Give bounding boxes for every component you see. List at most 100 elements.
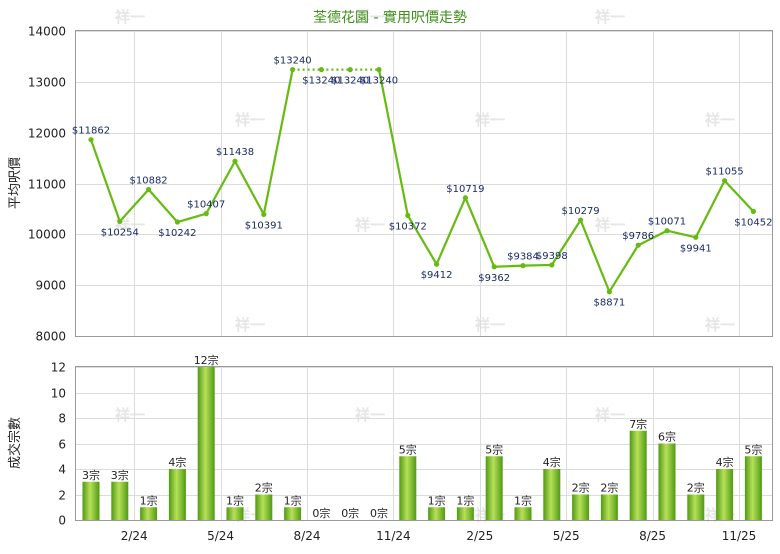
count-bars <box>82 367 762 521</box>
watermark-text: 祥一 <box>475 111 505 129</box>
count-bar[interactable] <box>168 469 186 520</box>
count-bar[interactable] <box>514 507 532 520</box>
count-data-label: 1宗 <box>456 493 474 507</box>
price-data-label: $13240 <box>302 76 340 87</box>
count-data-label: 1宗 <box>428 493 446 507</box>
price-points <box>88 67 757 295</box>
price-line-segment <box>177 212 207 224</box>
price-line-segment <box>435 197 467 265</box>
price-point[interactable] <box>664 228 670 234</box>
count-bar[interactable] <box>456 507 474 520</box>
price-line-segment <box>234 160 265 215</box>
price-point[interactable] <box>606 289 613 295</box>
count-bar[interactable] <box>399 456 417 520</box>
count-bar[interactable] <box>284 507 302 520</box>
count-y-tick-label: 8 <box>58 412 66 426</box>
price-point[interactable] <box>318 67 324 73</box>
count-data-label: 4宗 <box>716 455 734 469</box>
count-data-labels: 3宗 3宗 1宗 4宗 12宗 1宗 2宗 1宗 0宗 0宗 0宗 5宗 1宗 1宗 5宗 1宗 4宗 2宗 2宗 7… <box>82 353 762 520</box>
price-line-segment <box>494 264 524 268</box>
price-data-label: $13240 <box>360 76 398 87</box>
count-y-tick-label: 2 <box>58 489 66 503</box>
price-data-label: $10407 <box>187 200 225 211</box>
count-bar[interactable] <box>744 456 762 520</box>
count-bar[interactable] <box>687 494 705 521</box>
count-bar[interactable] <box>428 507 446 520</box>
count-y-tick-label: 0 <box>58 514 66 528</box>
count-bar[interactable] <box>658 443 676 521</box>
count-bar[interactable] <box>82 481 100 520</box>
count-data-label: 0宗 <box>341 506 359 520</box>
price-point[interactable] <box>174 219 180 225</box>
price-y-tick-label: 9000 <box>35 279 66 293</box>
price-point[interactable] <box>722 178 728 184</box>
count-x-tick-label: 2/25 <box>466 529 493 543</box>
price-data-label: $10071 <box>648 217 686 228</box>
count-bar[interactable] <box>629 430 647 520</box>
count-x-ticks: 2/24 5/24 8/24 11/24 2/25 5/25 8/25 11/25 <box>121 529 757 543</box>
price-point[interactable] <box>549 262 555 268</box>
price-data-label: $9941 <box>680 243 712 254</box>
price-point[interactable] <box>520 263 526 269</box>
count-data-label: 7宗 <box>629 417 647 431</box>
count-data-label: 1宗 <box>514 493 532 507</box>
count-bar[interactable] <box>255 494 273 521</box>
count-data-label: 1宗 <box>226 493 244 507</box>
price-point[interactable] <box>261 211 267 218</box>
count-y-tick-label: 6 <box>58 438 66 452</box>
count-bar[interactable] <box>226 507 244 520</box>
price-line-segment <box>377 69 409 216</box>
price-point[interactable] <box>578 217 584 223</box>
count-bar[interactable] <box>485 456 503 520</box>
count-bar[interactable] <box>572 494 590 521</box>
price-point[interactable] <box>491 264 497 270</box>
price-point[interactable] <box>290 67 296 73</box>
watermark-layer: 祥一祥一祥一祥一祥一祥一祥一祥一祥一祥一祥一祥一祥一祥一祥一祥一祥一祥一 <box>115 8 735 524</box>
price-data-label: $9362 <box>478 273 510 284</box>
count-bar[interactable] <box>716 469 734 520</box>
watermark-text: 祥一 <box>595 8 625 26</box>
price-y-tick-label: 14000 <box>28 25 66 39</box>
price-point[interactable] <box>462 195 468 201</box>
count-bar[interactable] <box>111 481 129 520</box>
watermark-text: 祥一 <box>115 8 145 26</box>
count-bar[interactable] <box>140 507 158 520</box>
price-point[interactable] <box>203 211 209 217</box>
price-data-label: $13240 <box>274 56 312 67</box>
count-y-axis-title: 成交宗數 <box>7 417 23 469</box>
price-point[interactable] <box>117 218 123 225</box>
watermark-text: 祥一 <box>355 8 385 26</box>
price-point[interactable] <box>146 186 152 193</box>
count-x-tick-label: 8/25 <box>639 529 666 543</box>
count-data-label: 2宗 <box>600 481 618 495</box>
price-point[interactable] <box>434 261 440 267</box>
price-line-segment <box>522 263 552 267</box>
price-point[interactable] <box>347 67 353 73</box>
price-data-labels: $11862 $10254 $10882 $10242 $10407 $11438 $103… <box>72 56 773 309</box>
price-data-label: $9384 <box>507 252 539 263</box>
price-point[interactable] <box>693 234 699 240</box>
count-bar[interactable] <box>600 494 618 521</box>
price-data-label: $10391 <box>245 220 283 231</box>
count-data-label: 1宗 <box>140 493 158 507</box>
price-point[interactable] <box>750 208 757 214</box>
count-data-label: 3宗 <box>111 468 129 482</box>
price-point[interactable] <box>635 242 641 248</box>
count-bar[interactable] <box>197 367 215 520</box>
count-bar[interactable] <box>543 469 561 520</box>
count-x-tick-label: 11/25 <box>722 529 757 543</box>
price-data-label: $11862 <box>72 126 110 137</box>
price-point[interactable] <box>232 158 238 164</box>
count-data-label: 12宗 <box>194 353 219 367</box>
count-data-label: 2宗 <box>255 481 273 495</box>
price-data-label: $9398 <box>536 251 568 262</box>
price-grid <box>76 31 772 337</box>
price-point[interactable] <box>88 137 94 143</box>
price-data-label: $11438 <box>216 147 254 158</box>
price-point[interactable] <box>376 67 382 73</box>
price-line-segment <box>723 179 755 213</box>
price-line-segment <box>608 244 640 293</box>
price-point[interactable] <box>405 212 411 219</box>
price-data-label: $9412 <box>421 270 453 281</box>
